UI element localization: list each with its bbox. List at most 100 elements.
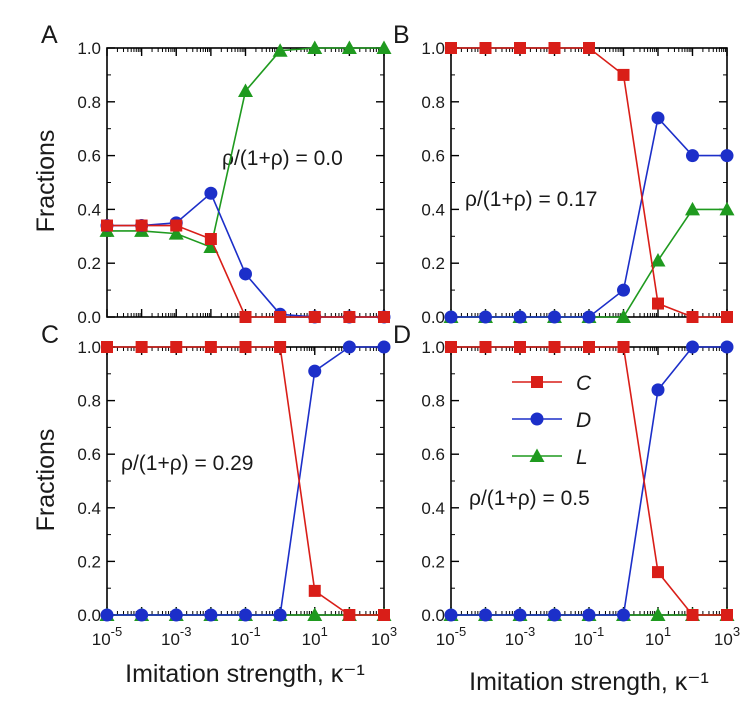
series-line-D [107,191,384,318]
series-line-C [451,47,727,318]
y-tick-label: 0.6 [421,147,445,166]
point-L [272,43,288,57]
point-D [548,608,561,622]
x-axis-title-right: Imitation strength, κ⁻¹ [469,668,709,696]
point-D [100,608,114,622]
y-tick-label: 0.0 [77,606,101,625]
y-tick-label: 0.0 [77,308,101,327]
x-tick-label: 10-1 [230,624,260,649]
x-tick-label: 10-3 [505,624,535,649]
x-tick-label: 10-1 [574,624,604,649]
point-C [514,341,526,353]
point-D [720,149,734,163]
point-D [651,111,665,125]
point-C [170,341,183,353]
x-tick-label: 101 [645,624,671,649]
point-D [239,608,252,622]
y-tick-label: 0.6 [421,445,445,464]
panel-B: 0.0 0.2 0.4 0.6 0.8 1.0 Bρ/(1+ρ) = 0.17 [393,21,735,327]
panels-layer: 0.00.20.40.60.81.0Aρ/(1+ρ) = 0.00.00.20.… [41,21,740,649]
point-D [204,608,218,622]
point-D [342,340,356,354]
point-L [238,83,253,98]
point-C [548,341,561,353]
series-C [101,219,390,323]
point-C [583,341,595,353]
point-L [719,201,735,216]
point-D [686,340,699,354]
point-C [343,609,356,621]
y-tick-label: 0.4 [421,200,445,219]
x-tick-label: 103 [371,624,397,649]
panel-letter: D [393,321,411,349]
plot-frame [106,346,385,616]
point-C [274,341,287,353]
y-tick-label: 1.0 [77,39,101,58]
point-C [548,42,561,54]
point-D [513,608,527,622]
point-C [378,609,390,621]
y-tick-label: 0.8 [421,93,445,112]
panel-letter: B [393,21,410,49]
point-C [479,341,492,353]
point-C [514,42,526,54]
y-tick-label: 0.8 [77,392,101,411]
point-C [274,311,287,323]
point-C [239,311,252,323]
series-L [443,201,735,323]
point-C [170,219,183,232]
y-tick-label: 0.8 [77,93,101,112]
point-C [308,584,321,597]
annotation: ρ/(1+ρ) = 0.5 [469,487,590,510]
ticks [106,346,385,616]
point-C [652,297,664,310]
legend-label: D [576,409,591,432]
series-C [101,341,390,621]
point-C [239,341,252,353]
y-tick-label: 1.0 [421,39,445,58]
point-C [686,311,699,323]
legend-marker-square [531,376,543,388]
point-C [479,42,492,54]
panel-letter: C [41,321,59,349]
y-tick-label: 1.0 [77,338,101,357]
point-D [169,608,183,622]
point-D [204,186,218,200]
point-D [617,608,630,622]
x-tick-label: 10-3 [161,624,191,649]
point-D [377,340,391,354]
y-tick-label: 0.4 [77,499,101,518]
y-axis-title-bottom: Fractions [32,429,60,532]
y-tick-label: 0.6 [77,445,101,464]
point-D [548,310,561,324]
point-D [479,310,492,324]
panel-C: 0.0 0.2 0.4 0.6 0.8 1.0 10-5 10-3 10-1 101 103 Cρ/(… [41,321,397,649]
series-D [444,111,734,324]
legend-marker-circle [530,412,544,426]
point-D [582,608,596,622]
y-tick-label: 0.0 [421,606,445,625]
y-axis-title-top: Fractions [32,130,60,233]
x-tick-label: 101 [302,624,328,649]
point-C [204,341,217,353]
point-D [651,383,665,397]
point-C [686,609,699,621]
point-C [617,341,630,353]
series-D [100,340,391,622]
point-D [513,310,527,324]
legend-entry-C: C [512,372,592,395]
point-D [135,608,149,622]
series-line-D [451,116,727,318]
x-tick-label: 10-5 [436,624,466,649]
legend-marker-triangle [529,448,545,462]
point-D [444,608,458,622]
point-C [721,609,733,621]
legend-entry-D: D [512,409,591,432]
point-C [135,219,148,232]
panel-D: 0.0 0.2 0.4 0.6 0.8 1.0 10-5 10-3 10-1 101 103 Dρ/(… [393,321,740,649]
point-C [721,311,733,323]
point-C [343,311,356,323]
point-C [101,219,113,232]
point-D [479,608,492,622]
point-D [582,310,596,324]
